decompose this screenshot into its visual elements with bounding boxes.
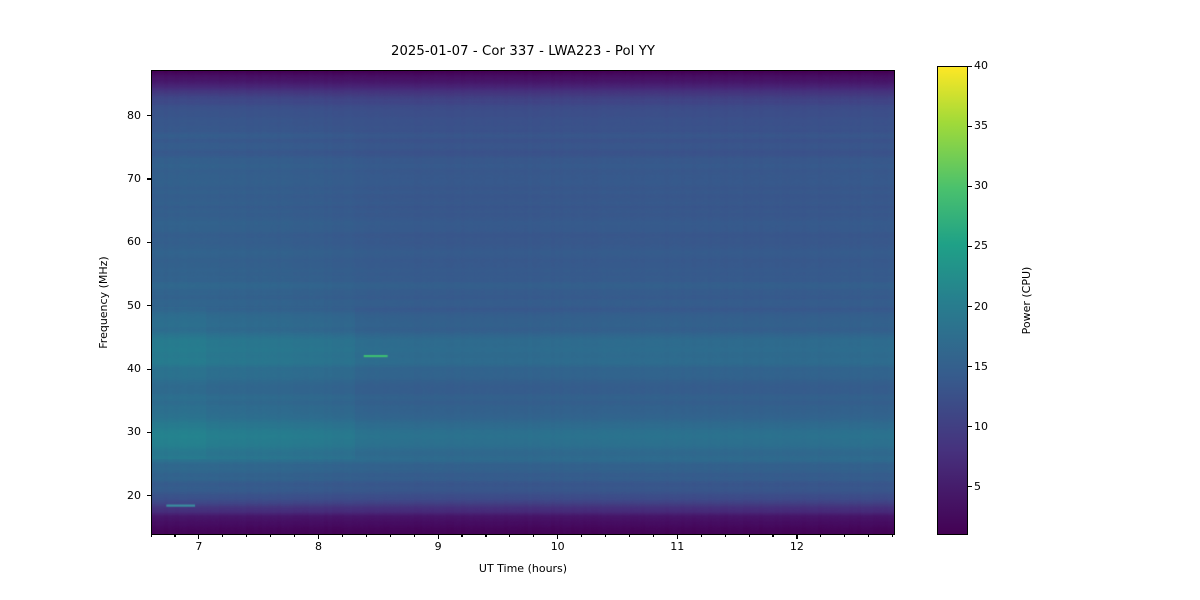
x-tick-minor: [413, 535, 415, 538]
x-tick-minor: [341, 535, 343, 538]
colorbar: [937, 66, 968, 535]
x-tick-minor: [628, 535, 631, 538]
colorbar-tick-mark: [968, 486, 972, 488]
x-tick-minor: [365, 535, 367, 538]
x-tick-mark: [198, 535, 200, 539]
colorbar-tick-mark: [968, 125, 972, 127]
x-tick-label: 8: [314, 540, 322, 553]
colorbar-tick-mark: [968, 426, 972, 428]
x-tick-mark: [317, 535, 320, 539]
colorbar-tick-label: 30: [974, 179, 988, 193]
y-tick-label: 30: [127, 425, 141, 439]
x-tick-minor: [892, 535, 894, 538]
x-tick-label: 9: [434, 540, 442, 553]
colorbar-label: Power (CPU): [1020, 266, 1033, 335]
x-tick-minor: [485, 535, 487, 538]
x-tick-minor: [700, 535, 702, 538]
y-tick-label: 60: [127, 235, 141, 249]
x-tick-label: 7: [195, 540, 203, 553]
page-title: 2025-01-07 - Cor 337 - LWA223 - Pol YY: [390, 44, 656, 59]
colorbar-tick-label: 10: [974, 419, 988, 433]
y-tick-mark: [147, 431, 151, 433]
x-tick-minor: [581, 535, 583, 538]
x-tick-minor: [270, 535, 272, 538]
x-tick-minor: [820, 535, 822, 538]
colorbar-tick-mark: [968, 245, 972, 247]
x-tick-label: 11: [670, 540, 685, 553]
colorbar-tick-mark: [968, 306, 972, 308]
x-tick-minor: [461, 535, 463, 538]
x-tick-minor: [652, 535, 654, 538]
colorbar-tick-label: 25: [974, 239, 988, 253]
colorbar-tick-mark: [968, 185, 972, 187]
x-tick-mark: [676, 535, 678, 539]
x-tick-minor: [509, 535, 511, 538]
colorbar-tick-mark: [968, 65, 972, 67]
x-tick-mark: [796, 535, 798, 539]
y-tick-mark: [147, 178, 151, 180]
colorbar-tick-label: 40: [974, 59, 988, 72]
y-tick-mark: [147, 241, 151, 243]
x-tick-mark: [557, 535, 559, 539]
x-tick-minor: [174, 535, 176, 538]
colorbar-tick-label: 20: [974, 299, 988, 313]
x-tick-minor: [150, 535, 152, 538]
x-axis-label: UT Time (hours): [478, 562, 568, 575]
x-tick-minor: [772, 535, 774, 538]
x-tick-minor: [724, 535, 726, 538]
colorbar-tick-label: 5: [974, 479, 981, 493]
x-tick-minor: [294, 535, 296, 538]
y-tick-mark: [147, 115, 151, 117]
y-tick-label: 40: [127, 362, 141, 376]
x-tick-label: 12: [789, 540, 804, 553]
x-tick-minor: [605, 535, 607, 538]
x-tick-mark: [437, 535, 439, 539]
y-tick-label: 50: [127, 298, 141, 312]
y-tick-label: 70: [127, 171, 141, 185]
x-tick-minor: [748, 535, 750, 538]
x-tick-minor: [844, 535, 846, 538]
x-tick-label: 10: [550, 540, 565, 553]
x-tick-minor: [533, 535, 535, 538]
y-tick-mark: [147, 305, 151, 307]
spectrogram-image: [152, 71, 894, 534]
x-tick-minor: [389, 535, 391, 538]
y-tick-label: 20: [127, 488, 141, 502]
x-tick-minor: [868, 535, 870, 538]
y-tick-mark: [147, 368, 151, 370]
y-axis-label: Frequency (MHz): [97, 256, 110, 349]
x-tick-minor: [246, 535, 248, 538]
x-tick-minor: [222, 535, 224, 538]
spectrogram-axes: [151, 70, 895, 535]
y-tick-label: 80: [127, 108, 141, 122]
colorbar-tick-label: 35: [974, 119, 988, 133]
y-tick-mark: [147, 495, 151, 497]
colorbar-tick-label: 15: [974, 359, 988, 373]
colorbar-tick-mark: [968, 366, 972, 368]
